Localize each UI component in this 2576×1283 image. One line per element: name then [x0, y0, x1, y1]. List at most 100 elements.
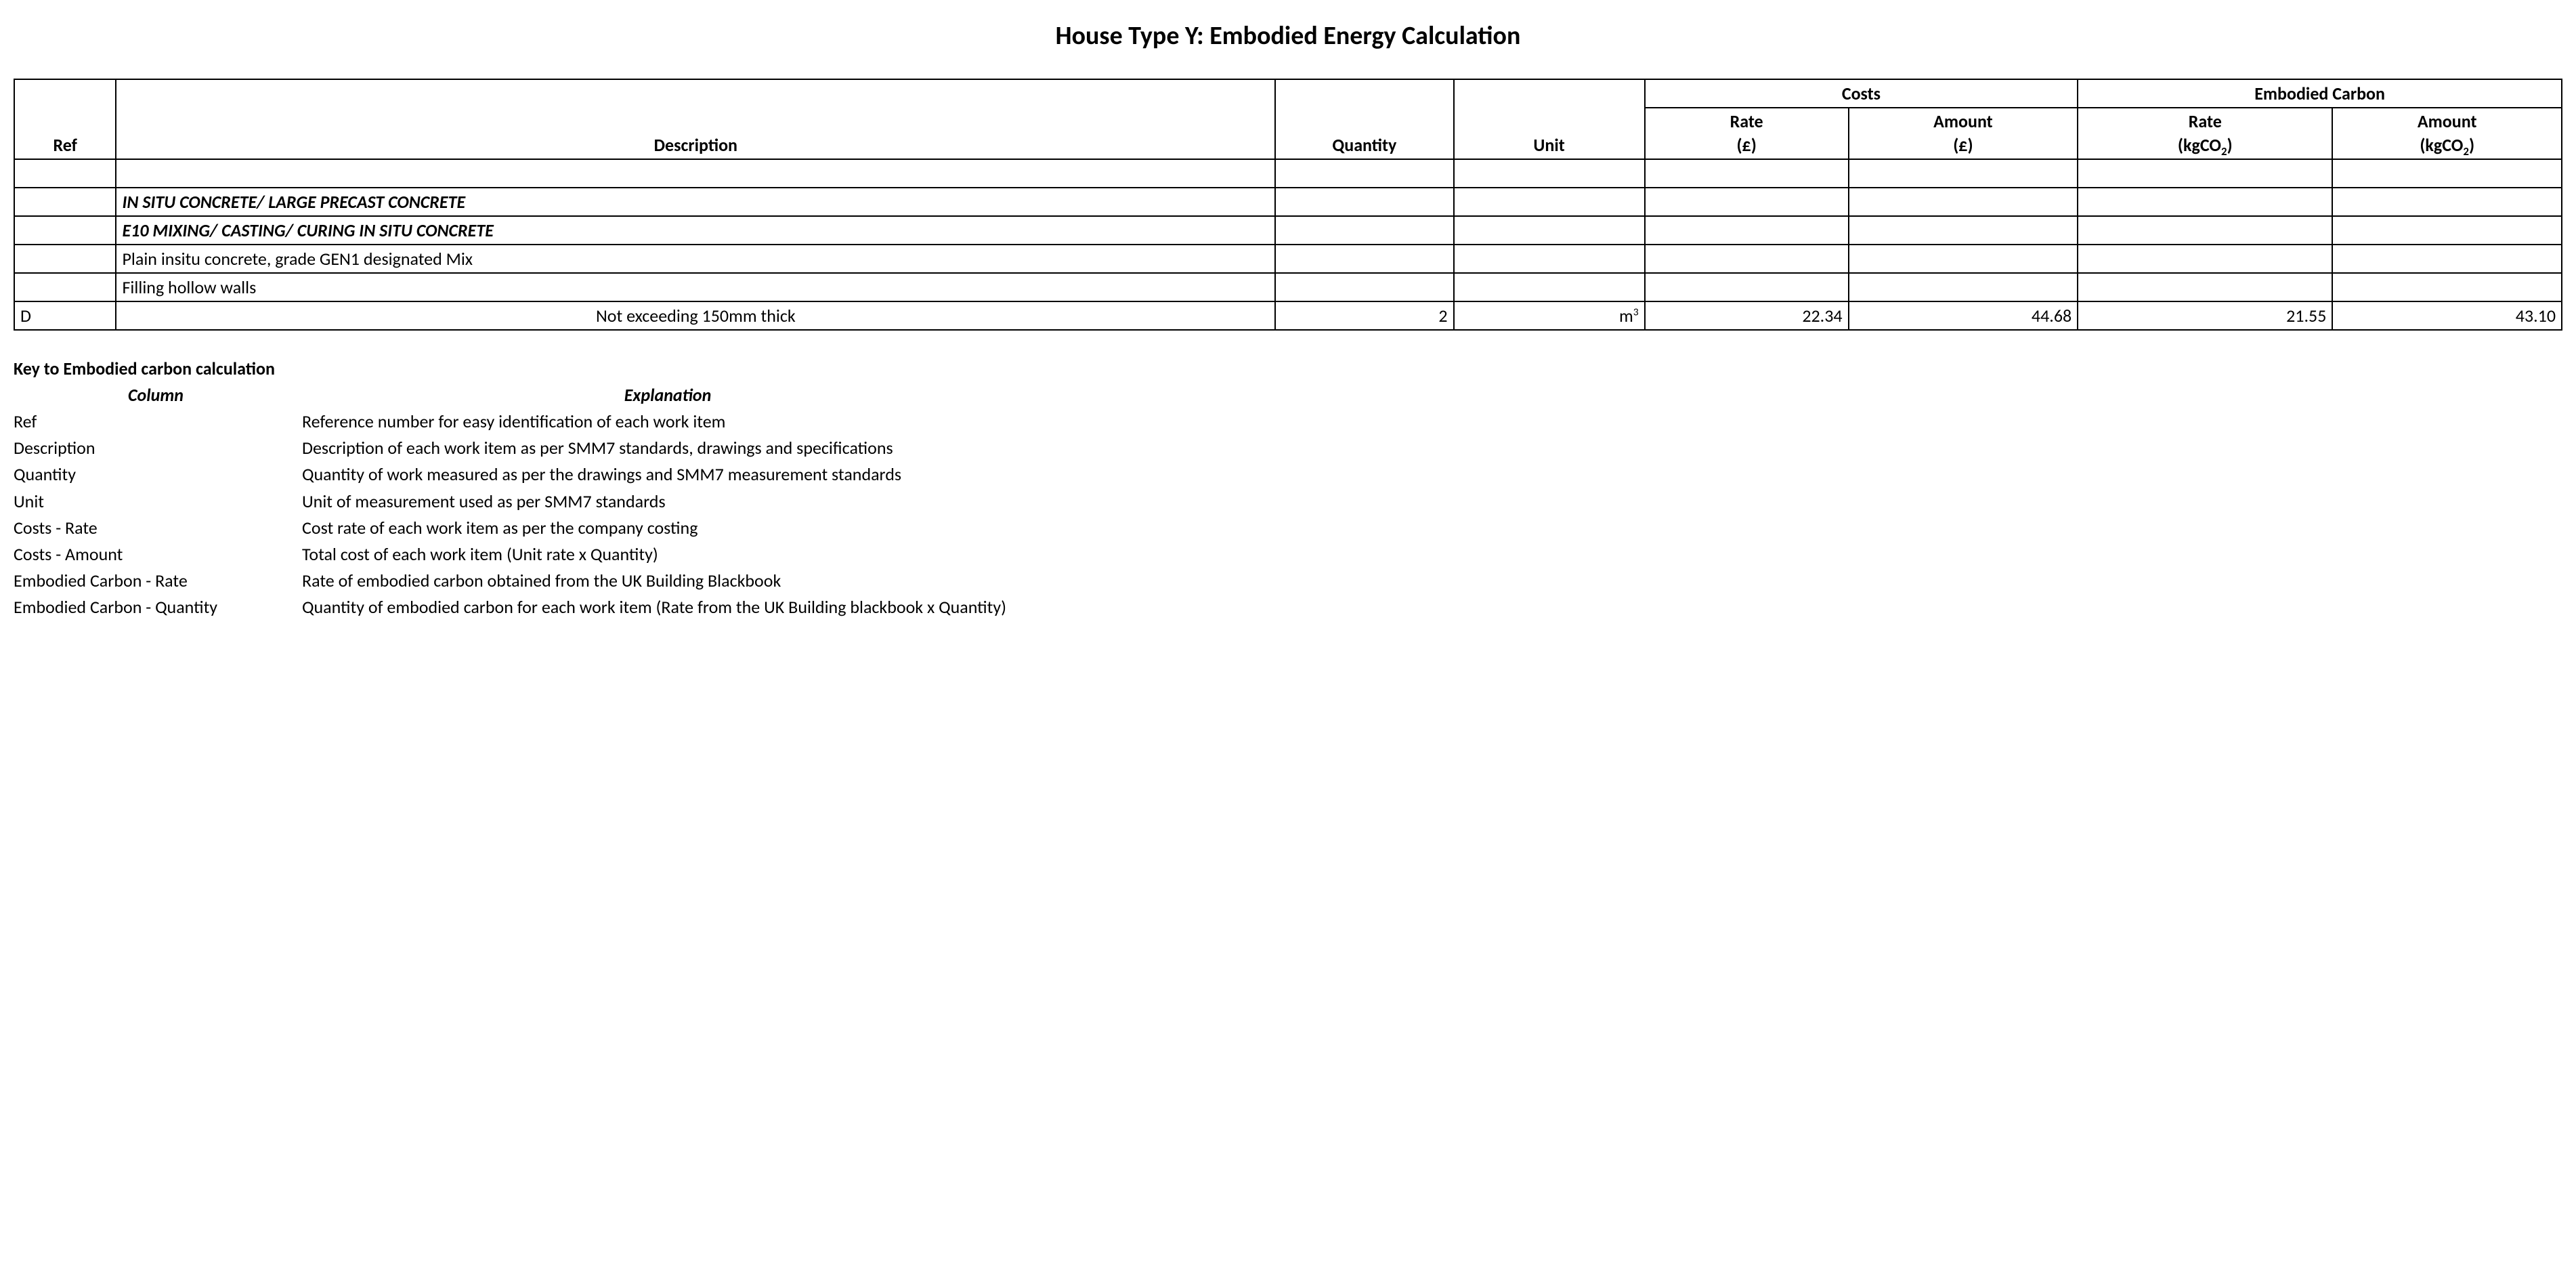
cell-embodied-amount	[2332, 273, 2562, 301]
cell-embodied-rate	[2078, 188, 2332, 216]
cell-embodied-amount	[2332, 216, 2562, 245]
key-exp: Rate of embodied carbon obtained from th…	[302, 568, 1010, 594]
cell-description: Not exceeding 150mm thick	[116, 301, 1275, 330]
key-exp: Description of each work item as per SMM…	[302, 435, 1010, 461]
cell-quantity	[1275, 188, 1453, 216]
table-row: E10 MIXING/ CASTING/ CURING IN SITU CONC…	[14, 216, 2562, 245]
cell-embodied-rate	[2078, 273, 2332, 301]
table-row: IN SITU CONCRETE/ LARGE PRECAST CONCRETE	[14, 188, 2562, 216]
cell-quantity	[1275, 245, 1453, 273]
cell-cost-rate: 22.34	[1645, 301, 1849, 330]
cell-cost-rate	[1645, 188, 1849, 216]
cell-cost-rate	[1645, 159, 1849, 188]
cell-embodied-rate: 21.55	[2078, 301, 2332, 330]
key-table: Column Explanation Ref Reference number …	[14, 382, 1010, 621]
header-cost-amount: Amount (£)	[1849, 108, 2078, 159]
cell-unit	[1454, 216, 1645, 245]
header-quantity: Quantity	[1275, 79, 1453, 159]
cell-cost-amount: 44.68	[1849, 301, 2078, 330]
cell-cost-rate	[1645, 245, 1849, 273]
key-header-column: Column	[14, 382, 302, 408]
cell-cost-amount	[1849, 216, 2078, 245]
cell-description: Filling hollow walls	[116, 273, 1275, 301]
cell-unit	[1454, 188, 1645, 216]
cell-ref	[14, 216, 116, 245]
key-exp: Quantity of embodied carbon for each wor…	[302, 594, 1010, 621]
header-embodied-amount: Amount (kgCO2)	[2332, 108, 2562, 159]
key-header-explanation: Explanation	[302, 382, 1010, 408]
cell-cost-rate	[1645, 216, 1849, 245]
header-cost-amount-unit: (£)	[1953, 134, 1973, 156]
header-cost-rate-unit: (£)	[1736, 134, 1756, 156]
header-cost-rate: Rate (£)	[1645, 108, 1849, 159]
table-row: Filling hollow walls	[14, 273, 2562, 301]
key-row: Costs - Rate Cost rate of each work item…	[14, 515, 1010, 541]
key-exp: Unit of measurement used as per SMM7 sta…	[302, 488, 1010, 515]
header-embodied-rate-unit-suffix: )	[2227, 134, 2233, 156]
header-embodied-rate: Rate (kgCO2)	[2078, 108, 2332, 159]
table-row	[14, 159, 2562, 188]
cell-cost-amount	[1849, 245, 2078, 273]
key-exp: Reference number for easy identification…	[302, 408, 1010, 435]
header-embodied-rate-unit-prefix: (kgCO	[2178, 134, 2221, 156]
cell-description: Plain insitu concrete, grade GEN1 design…	[116, 245, 1275, 273]
page-title: House Type Y: Embodied Energy Calculatio…	[14, 20, 2562, 51]
key-col: Ref	[14, 408, 302, 435]
cell-ref	[14, 188, 116, 216]
main-table: Ref Description Quantity Unit Costs Embo…	[14, 79, 2562, 331]
key-row: Embodied Carbon - Quantity Quantity of e…	[14, 594, 1010, 621]
key-row: Unit Unit of measurement used as per SMM…	[14, 488, 1010, 515]
key-col: Costs - Amount	[14, 541, 302, 568]
header-cost-rate-label: Rate	[1730, 110, 1763, 132]
key-col: Costs - Rate	[14, 515, 302, 541]
header-costs-group: Costs	[1645, 79, 2078, 108]
key-heading: Key to Embodied carbon calculation	[14, 358, 2562, 379]
header-embodied-rate-unit-sub: 2	[2221, 144, 2227, 159]
key-exp: Cost rate of each work item as per the c…	[302, 515, 1010, 541]
cell-embodied-amount	[2332, 245, 2562, 273]
header-embodied-amount-label: Amount	[2418, 110, 2477, 132]
cell-unit: m3	[1454, 301, 1645, 330]
key-row: Embodied Carbon - Rate Rate of embodied …	[14, 568, 1010, 594]
cell-quantity: 2	[1275, 301, 1453, 330]
key-row: Costs - Amount Total cost of each work i…	[14, 541, 1010, 568]
cell-ref	[14, 159, 116, 188]
cell-embodied-amount	[2332, 188, 2562, 216]
cell-quantity	[1275, 159, 1453, 188]
cell-embodied-rate	[2078, 159, 2332, 188]
header-unit: Unit	[1454, 79, 1645, 159]
cell-ref	[14, 245, 116, 273]
cell-unit-base: m	[1619, 305, 1633, 327]
table-row: D Not exceeding 150mm thick 2 m3 22.34 4…	[14, 301, 2562, 330]
cell-description: E10 MIXING/ CASTING/ CURING IN SITU CONC…	[116, 216, 1275, 245]
key-col: Unit	[14, 488, 302, 515]
table-row: Plain insitu concrete, grade GEN1 design…	[14, 245, 2562, 273]
cell-ref	[14, 273, 116, 301]
cell-embodied-amount	[2332, 159, 2562, 188]
cell-unit	[1454, 159, 1645, 188]
cell-embodied-rate	[2078, 245, 2332, 273]
key-exp: Quantity of work measured as per the dra…	[302, 461, 1010, 488]
cell-embodied-rate	[2078, 216, 2332, 245]
cell-unit	[1454, 273, 1645, 301]
cell-cost-amount	[1849, 159, 2078, 188]
cell-embodied-amount: 43.10	[2332, 301, 2562, 330]
header-embodied-amount-unit-prefix: (kgCO	[2420, 134, 2463, 156]
cell-quantity	[1275, 273, 1453, 301]
cell-cost-amount	[1849, 273, 2078, 301]
key-row: Ref Reference number for easy identifica…	[14, 408, 1010, 435]
key-col: Embodied Carbon - Rate	[14, 568, 302, 594]
cell-cost-amount	[1849, 188, 2078, 216]
cell-description: IN SITU CONCRETE/ LARGE PRECAST CONCRETE	[116, 188, 1275, 216]
key-row: Description Description of each work ite…	[14, 435, 1010, 461]
header-embodied-amount-unit-sub: 2	[2463, 144, 2469, 159]
cell-description	[116, 159, 1275, 188]
header-ref: Ref	[14, 79, 116, 159]
key-exp: Total cost of each work item (Unit rate …	[302, 541, 1010, 568]
cell-cost-rate	[1645, 273, 1849, 301]
cell-unit-sup: 3	[1633, 306, 1639, 318]
key-col: Description	[14, 435, 302, 461]
header-embodied-amount-unit-suffix: )	[2469, 134, 2474, 156]
header-description: Description	[116, 79, 1275, 159]
cell-quantity	[1275, 216, 1453, 245]
